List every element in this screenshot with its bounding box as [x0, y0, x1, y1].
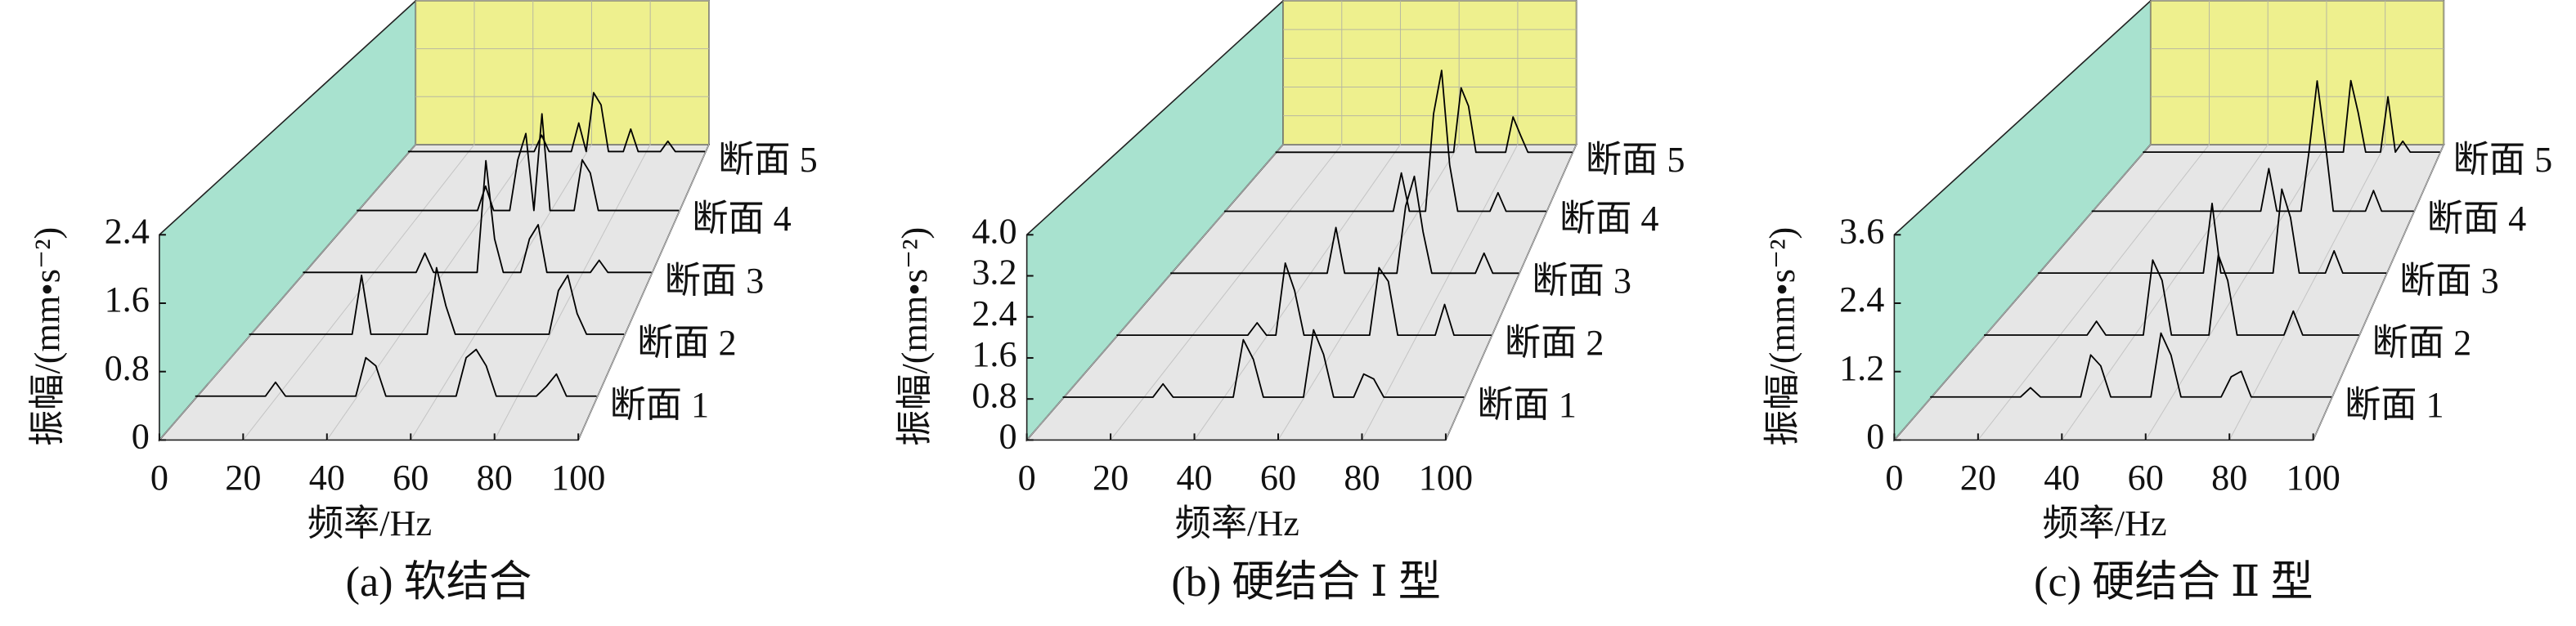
y-tick-label: 2.4: [105, 211, 150, 251]
spectrum-line: [1223, 69, 1546, 212]
y-tick-label: 1.6: [105, 279, 150, 320]
section-label: 断面 2: [637, 323, 737, 363]
y-tick-label: 1.6: [972, 334, 1016, 374]
floor-grid-line: [2145, 144, 2327, 440]
spectrum-line: [2091, 80, 2414, 212]
spectrum-line: [1062, 329, 1465, 398]
spectrum-line: [303, 159, 652, 274]
floor-grid-line: [1977, 144, 2210, 440]
y-tick-label: 0.8: [972, 375, 1016, 415]
back-wall: [2149, 0, 2445, 145]
section-label: 断面 3: [1532, 261, 1631, 301]
y-tick-label: 2.4: [972, 293, 1016, 333]
x-tick-label: 0: [150, 458, 168, 498]
y-tick-label: 3.6: [1839, 211, 1884, 251]
y-tick-label: 1.2: [1839, 348, 1884, 388]
panel: 0 20 40 60 80 100 0 1.2 2.4 3.6 断面 5 断面 4 断面 3 断面 2 断面…: [1762, 0, 2553, 606]
spectrum-line: [357, 113, 680, 212]
floor-grid-line: [2313, 144, 2444, 440]
spectrum-line: [407, 92, 706, 153]
spectrum-line: [249, 266, 625, 335]
x-tick-label: 0: [1885, 458, 1903, 498]
x-tick-label: 40: [2044, 458, 2080, 498]
x-tick-label: 100: [1419, 458, 1473, 498]
y-tick-label: 4.0: [972, 211, 1016, 251]
section-label: 断面 1: [2345, 385, 2444, 425]
section-label: 断面 4: [692, 199, 792, 239]
floor-grid-line: [2061, 144, 2269, 440]
y-tick-label: 3.2: [972, 253, 1016, 293]
x-axis-label: 频率/Hz: [2042, 503, 2166, 543]
y-tick-label: 0.8: [105, 348, 150, 388]
spectrum-line: [1170, 175, 1519, 275]
floor-grid-line: [326, 144, 534, 440]
y-tick-label: 0: [1866, 417, 1884, 457]
floor-grid-line: [1445, 144, 1577, 440]
x-tick-label: 60: [1260, 458, 1296, 498]
floor-grid-line: [1026, 144, 1284, 440]
section-label: 断面 4: [1560, 199, 1659, 239]
floor-grid-line: [577, 144, 710, 440]
x-tick-label: 20: [1960, 458, 1996, 498]
back-wall: [415, 0, 710, 145]
panel: 0 20 40 60 80 100 0 0.8 1.6 2.4 断面 5 断面 4 断面 3 断面 2 断面…: [27, 0, 818, 606]
section-label: 断面 1: [610, 385, 710, 425]
floor-grid-line: [159, 144, 416, 440]
floor-grid-line: [2228, 144, 2386, 440]
section-label: 断面 3: [2399, 261, 2499, 301]
y-axis-label: 振幅/(mm•s⁻²): [1762, 227, 1802, 446]
x-tick-label: 100: [551, 458, 605, 498]
x-axis-label: 频率/Hz: [307, 503, 432, 543]
floor-grid-line: [1194, 144, 1401, 440]
x-tick-label: 80: [1344, 458, 1380, 498]
x-axis-label: 频率/Hz: [1175, 503, 1299, 543]
chart-caption: (c) 硬结合 Ⅱ 型: [2034, 558, 2313, 606]
floor-grid-line: [1277, 144, 1460, 440]
x-tick-label: 20: [225, 458, 261, 498]
section-label: 断面 2: [1505, 323, 1604, 363]
section-label: 断面 5: [718, 140, 818, 180]
y-tick-label: 0: [999, 417, 1016, 457]
x-tick-label: 0: [1018, 458, 1036, 498]
section-label: 断面 5: [1586, 140, 1685, 180]
y-axis-label: 振幅/(mm•s⁻²): [895, 227, 935, 446]
x-tick-label: 60: [2128, 458, 2164, 498]
x-tick-label: 100: [2287, 458, 2340, 498]
floor-grid-line: [1110, 144, 1343, 440]
y-axis-label: 振幅/(mm•s⁻²): [27, 227, 67, 446]
floor-grid-line: [410, 144, 592, 440]
spectrum-line: [1116, 262, 1492, 337]
spectrum-line: [1984, 254, 2359, 336]
x-tick-label: 40: [1176, 458, 1212, 498]
back-wall: [1282, 0, 1577, 145]
chart-caption: (b) 硬结合 Ⅰ 型: [1171, 558, 1441, 606]
section-label: 断面 4: [2427, 199, 2527, 239]
section-label: 断面 1: [1477, 385, 1577, 425]
spectrum-line: [195, 348, 597, 397]
spectrum-line: [1930, 332, 2332, 398]
y-tick-label: 2.4: [1839, 279, 1884, 320]
spectrum-line: [2037, 188, 2387, 275]
x-tick-label: 80: [477, 458, 513, 498]
x-tick-label: 40: [309, 458, 345, 498]
spectrum-line: [2143, 79, 2440, 154]
floor-grid-line: [1362, 144, 1519, 440]
x-tick-label: 60: [393, 458, 429, 498]
floor-grid-line: [1893, 144, 2152, 440]
spectrum-line: [1275, 87, 1573, 154]
chart-caption: (a) 软结合: [346, 558, 532, 606]
section-label: 断面 2: [2372, 323, 2472, 363]
x-tick-label: 20: [1093, 458, 1129, 498]
y-tick-label: 0: [132, 417, 150, 457]
x-tick-label: 80: [2211, 458, 2247, 498]
section-label: 断面 5: [2453, 140, 2553, 180]
section-label: 断面 3: [665, 261, 765, 301]
